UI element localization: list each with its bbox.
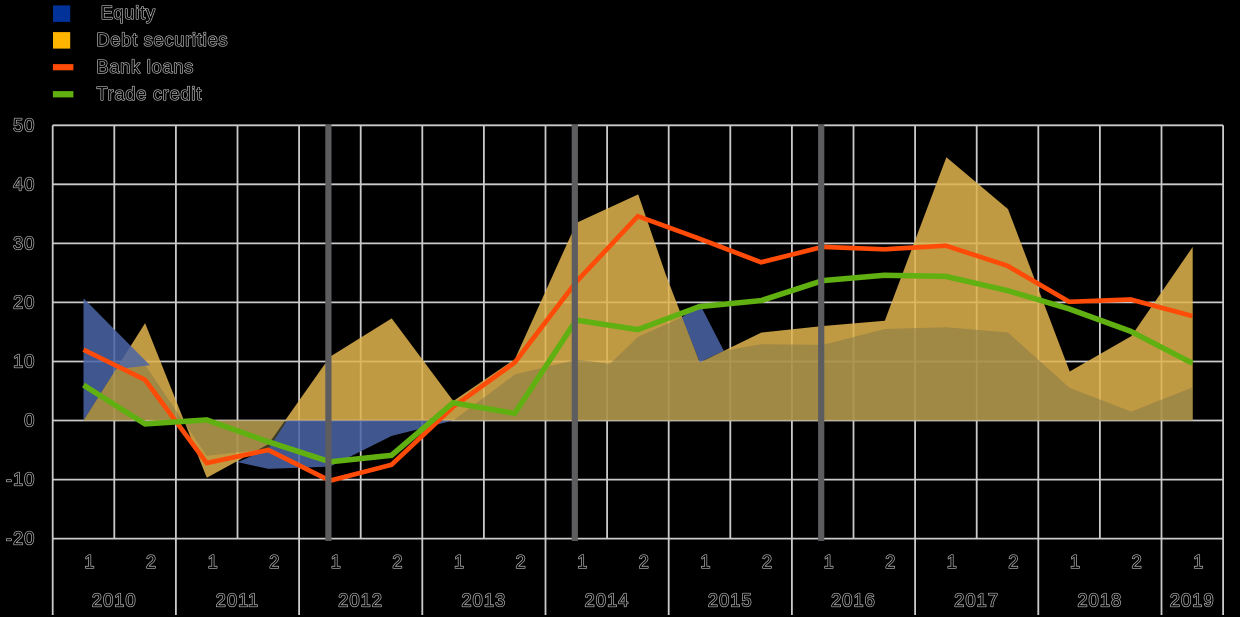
svg-text:2013: 2013 [461, 591, 506, 611]
svg-text:2: 2 [885, 552, 896, 572]
svg-text:30: 30 [13, 233, 35, 253]
svg-text:2: 2 [146, 552, 157, 572]
svg-text:1: 1 [454, 552, 465, 572]
svg-text:10: 10 [13, 352, 35, 372]
svg-text:2014: 2014 [585, 591, 630, 611]
svg-text:20: 20 [13, 292, 35, 312]
svg-text:2010: 2010 [92, 591, 137, 611]
svg-text:2011: 2011 [216, 591, 260, 611]
svg-text:1: 1 [700, 552, 711, 572]
svg-text:Equity: Equity [101, 3, 156, 23]
svg-text:2019: 2019 [1170, 591, 1215, 611]
svg-text:2017: 2017 [954, 591, 999, 611]
svg-text:2018: 2018 [1077, 591, 1122, 611]
svg-text:2: 2 [392, 552, 403, 572]
svg-text:-20: -20 [6, 529, 36, 549]
svg-text:2012: 2012 [338, 591, 383, 611]
svg-text:-10: -10 [6, 470, 36, 490]
svg-text:1: 1 [1070, 552, 1081, 572]
svg-text:1: 1 [84, 552, 95, 572]
svg-text:2: 2 [762, 552, 773, 572]
svg-text:2015: 2015 [708, 591, 753, 611]
svg-text:2: 2 [639, 552, 650, 572]
svg-text:1: 1 [824, 552, 835, 572]
svg-text:2: 2 [1132, 552, 1143, 572]
svg-text:0: 0 [24, 411, 35, 431]
svg-text:1: 1 [577, 552, 588, 572]
svg-text:2: 2 [516, 552, 527, 572]
svg-text:2: 2 [269, 552, 280, 572]
svg-text:1: 1 [331, 552, 342, 572]
svg-text:Trade credit: Trade credit [97, 84, 203, 104]
svg-text:40: 40 [13, 174, 35, 194]
svg-text:1: 1 [1193, 552, 1204, 572]
svg-text:Debt securities: Debt securities [97, 30, 229, 50]
svg-text:50: 50 [13, 115, 35, 135]
svg-text:Bank loans: Bank loans [97, 57, 195, 77]
svg-text:1: 1 [208, 552, 219, 572]
svg-text:2016: 2016 [831, 591, 876, 611]
svg-text:1: 1 [947, 552, 958, 572]
svg-text:2: 2 [1008, 552, 1019, 572]
